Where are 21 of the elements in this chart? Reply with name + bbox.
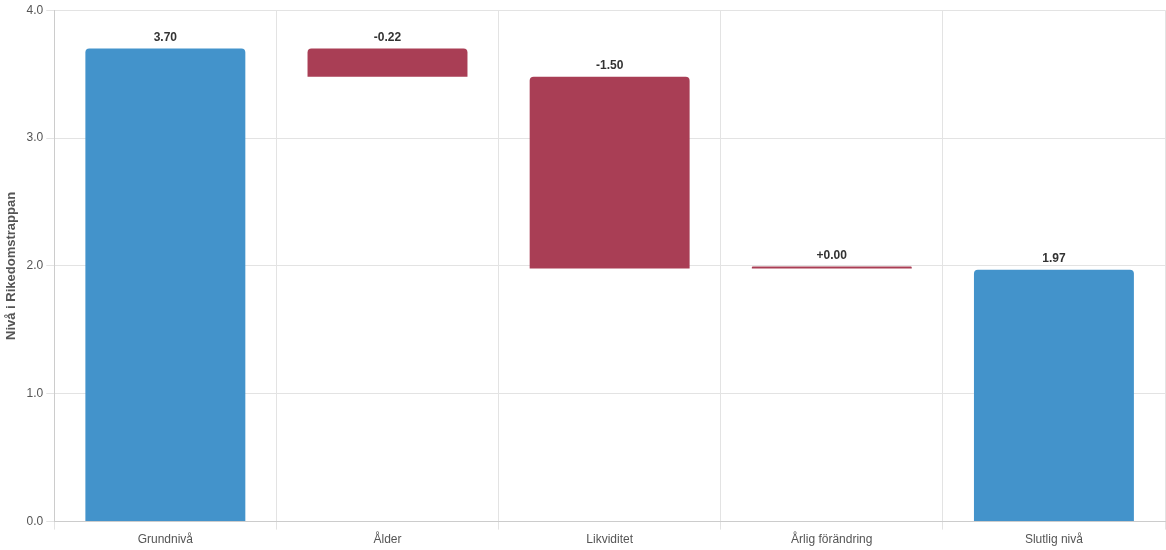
x-tick-label: Årlig förändring: [791, 531, 873, 547]
x-tick-label: Likviditet: [586, 532, 634, 547]
bar: [973, 269, 1134, 522]
bar: [307, 48, 468, 77]
y-tick-label: 0.0: [26, 513, 44, 528]
y-tick-label: 2.0: [26, 258, 44, 273]
bar: [751, 266, 912, 269]
y-tick-label: 1.0: [26, 386, 44, 401]
x-tick-label: Grundnivå: [137, 532, 194, 547]
x-tick-label: Slutlig nivå: [1024, 532, 1084, 547]
y-tick-label: 4.0: [26, 2, 44, 17]
y-axis-title: Nivå i Rikedomstrappan: [3, 191, 19, 340]
y-tick-label: 3.0: [26, 130, 44, 145]
bar: [529, 76, 690, 269]
bar: [85, 48, 246, 522]
data-label: 1.97: [1042, 251, 1066, 266]
x-tick-label: Ålder: [373, 531, 402, 547]
data-label: 3.70: [153, 29, 178, 44]
data-label: -0.22: [373, 29, 402, 44]
data-label: +0.00: [816, 247, 848, 262]
data-label: -1.50: [595, 57, 624, 72]
